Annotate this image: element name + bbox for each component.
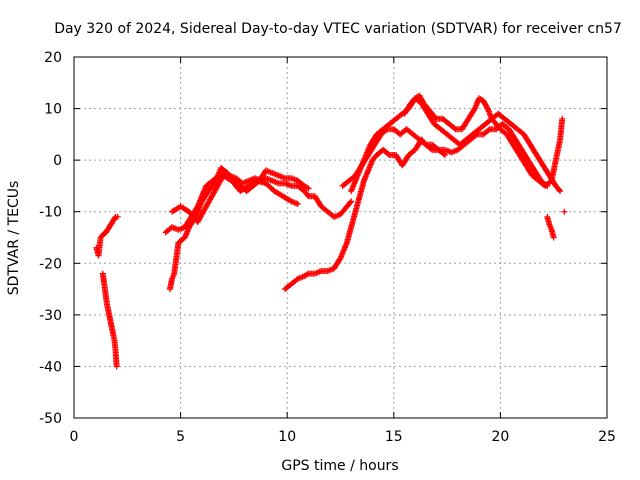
series-arc-3d [401,92,566,189]
data-point [348,198,355,205]
series-arc-1a [93,213,121,259]
x-tick-label: 20 [491,429,509,445]
data-point [556,186,563,193]
y-tick-label: -20 [39,256,62,272]
x-tick-label: 5 [176,429,185,445]
data-point [559,115,566,122]
data-point [432,114,439,121]
data-point [385,150,392,157]
data-point [561,208,568,215]
y-tick-label: -50 [39,411,62,427]
y-tick-label: -10 [39,205,62,221]
y-tick-label: 0 [53,153,62,169]
axis-ticks: 0 5 10 15 20 25 -50 -40 -30 -20 -10 0 10 20 [39,50,616,445]
chart-title: Day 320 of 2024, Sidereal Day-to-day VTE… [54,21,622,37]
data-point [451,125,458,132]
series-arc-3c [348,95,564,195]
y-tick-label: 10 [44,102,62,118]
x-tick-label: 0 [70,429,79,445]
y-axis-label: SDTVAR / TECUs [6,181,22,296]
x-tick-label: 15 [385,429,403,445]
data-point [550,234,557,241]
data-point [304,191,311,198]
data-point [441,151,448,158]
data-point [483,104,490,111]
x-axis-label: GPS time / hours [281,458,398,474]
x-tick-label: 25 [598,429,616,445]
data-point [111,215,118,222]
data-point [421,140,428,147]
plot-frame [73,56,608,419]
data-point [113,363,120,370]
data-point [294,200,301,207]
x-tick-label: 10 [278,429,296,445]
data-points [93,92,568,370]
y-tick-label: -30 [39,308,62,324]
series-arc-4 [544,213,557,241]
series-arc-5 [561,208,568,215]
y-tick-label: -40 [39,359,62,375]
y-tick-label: 20 [44,50,62,66]
series-arc-1b [99,270,120,370]
data-point [557,188,564,195]
data-point [434,145,441,152]
data-point [114,213,121,220]
data-point [305,185,312,192]
grid-lines [74,57,607,418]
data-point [347,199,354,206]
data-point [485,127,492,134]
series-arc-2c [169,172,301,226]
